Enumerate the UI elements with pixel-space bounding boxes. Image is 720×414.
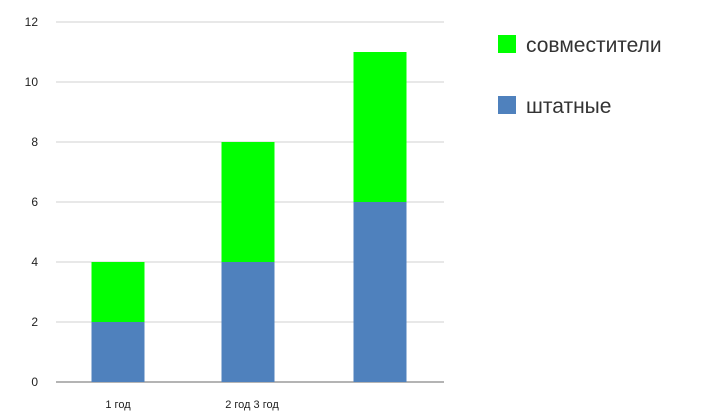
- bar-sovmestiteli-2: [221, 142, 275, 262]
- legend: совместители штатные: [498, 34, 662, 118]
- bar-shtatnye-2: [221, 262, 275, 382]
- category-label-year-1: 1 год: [105, 399, 131, 411]
- bars: [91, 52, 407, 382]
- legend-swatch-sovmestiteli: [498, 35, 516, 53]
- legend-swatch-shtatnye: [498, 96, 516, 114]
- legend-label-sovmestiteli: совместители: [526, 34, 662, 57]
- x-axis-labels: 1 год 2 год 3 год: [105, 399, 279, 411]
- bar-shtatnye-1: [91, 322, 145, 382]
- y-tick-label-12: 12: [25, 15, 39, 29]
- legend-label-shtatnye: штатные: [526, 95, 611, 118]
- y-tick-label-6: 6: [31, 195, 38, 209]
- y-tick-label-0: 0: [31, 375, 38, 389]
- y-tick-label-2: 2: [31, 315, 38, 329]
- bar-sovmestiteli-1: [91, 262, 145, 322]
- y-tick-label-4: 4: [31, 255, 38, 269]
- bar-sovmestiteli-3: [353, 52, 407, 202]
- y-axis: 0 2 4 6 8 10 12: [25, 15, 39, 389]
- y-tick-label-8: 8: [31, 135, 38, 149]
- bar-shtatnye-3: [353, 202, 407, 382]
- y-tick-label-10: 10: [25, 75, 39, 89]
- category-label-years-2-3: 2 год 3 год: [225, 399, 279, 411]
